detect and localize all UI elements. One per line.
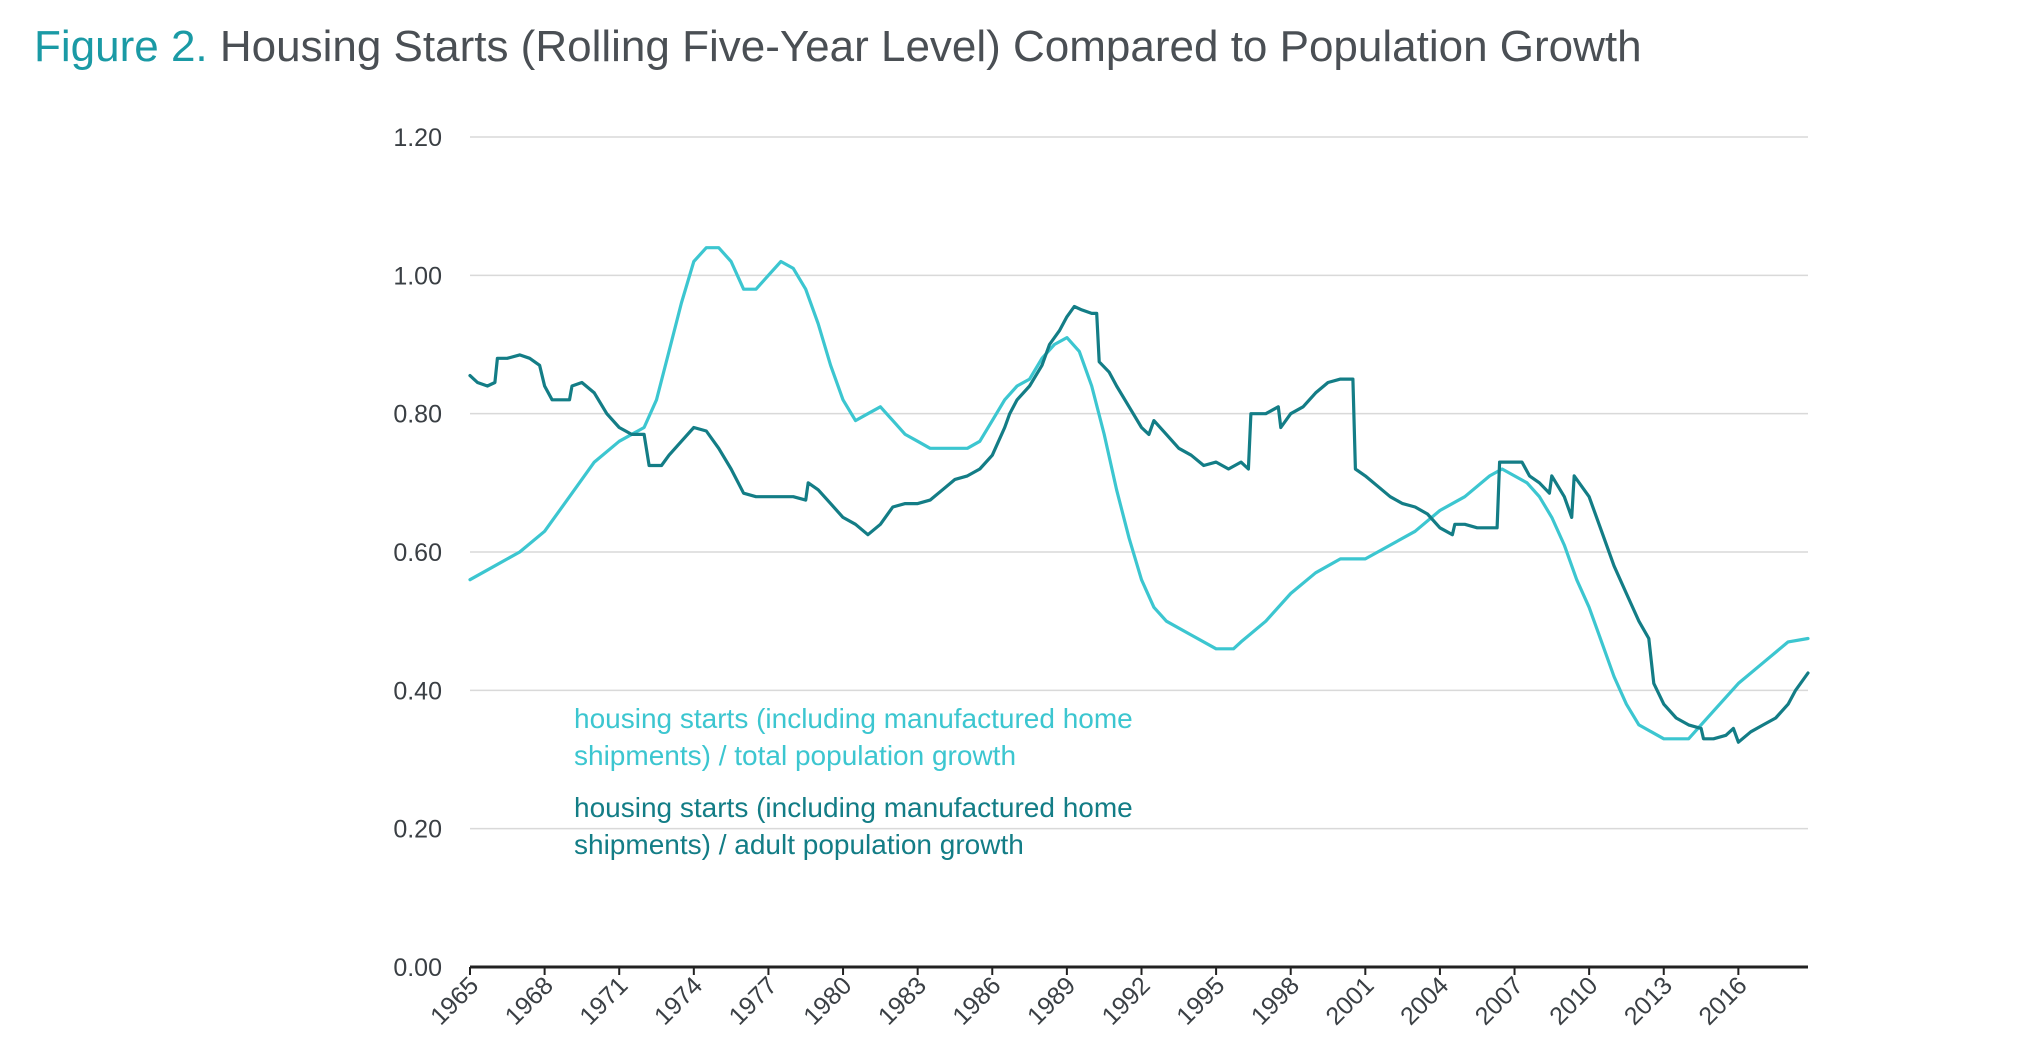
x-tick-label: 1974	[649, 971, 708, 1030]
legend-adult-line1: housing starts (including manufactured h…	[574, 792, 1133, 823]
legend-total-line1: housing starts (including manufactured h…	[574, 703, 1133, 734]
series-lines	[468, 246, 1810, 744]
x-tick-label: 2010	[1544, 971, 1603, 1030]
y-tick-label: 0.60	[393, 539, 442, 567]
legend-total-line2: shipments) / total population growth	[574, 740, 1016, 771]
x-tick-label: 2016	[1693, 971, 1752, 1030]
x-tick-label: 2013	[1619, 971, 1678, 1030]
x-tick-label: 2001	[1320, 971, 1379, 1030]
y-axis-tick-labels: 0.00 0.20 0.40 0.60 0.80 1.00 1.20	[393, 124, 442, 982]
legend-adult-line2: shipments) / adult population growth	[574, 829, 1024, 860]
x-tick-label: 1968	[500, 971, 559, 1030]
y-tick-label: 1.00	[393, 262, 442, 290]
title-text: Housing Starts (Rolling Five-Year Level)…	[219, 22, 1642, 71]
series-line-total-population	[468, 246, 1810, 741]
x-tick-label: 1992	[1097, 971, 1156, 1030]
x-tick-label: 1980	[798, 971, 857, 1030]
legend: housing starts (including manufactured h…	[574, 703, 1133, 860]
x-tick-label: 1983	[873, 971, 932, 1030]
y-tick-label: 0.80	[393, 401, 442, 429]
x-tick-label: 1995	[1171, 971, 1230, 1030]
gridlines	[470, 136, 1808, 830]
y-tick-label: 0.00	[393, 954, 442, 982]
y-tick-label: 0.20	[393, 816, 442, 844]
series-line-adult-population	[468, 304, 1810, 744]
x-tick-label: 1971	[574, 971, 633, 1030]
x-tick-label: 1977	[724, 971, 783, 1030]
x-tick-label: 1998	[1246, 971, 1305, 1030]
x-tick-label: 1989	[1022, 971, 1081, 1030]
x-tick-label: 2004	[1395, 971, 1454, 1030]
y-tick-label: 0.40	[393, 677, 442, 705]
x-axis-tick-labels: 1965 1968 1971 1974 1977 1980 1983 1986 1989 1992…	[425, 967, 1753, 1031]
x-tick-label: 1986	[947, 971, 1006, 1030]
x-tick-label: 2007	[1470, 971, 1529, 1030]
chart-title: Figure 2. Housing Starts (Rolling Five-Y…	[34, 22, 1642, 72]
y-tick-label: 1.20	[393, 124, 442, 152]
figure-number: Figure 2.	[34, 22, 208, 71]
